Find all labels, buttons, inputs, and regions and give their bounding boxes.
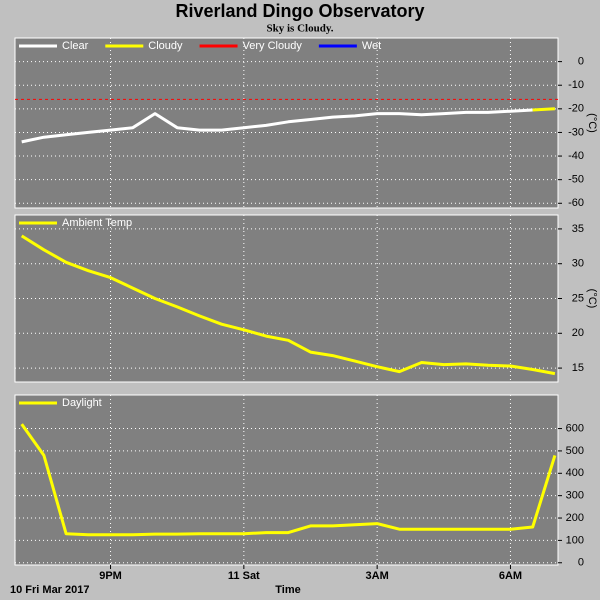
chart-subtitle: Sky is Cloudy.	[267, 23, 334, 35]
plot-area	[14, 394, 559, 566]
x-tick-label: 11 Sat	[228, 570, 260, 582]
legend-label: Ambient Temp	[62, 217, 132, 229]
series-line	[21, 108, 533, 144]
series-line	[532, 107, 555, 112]
y-axis-label: (°C)	[586, 289, 598, 309]
chart-title: Riverland Dingo Observatory	[175, 1, 424, 21]
y-tick-label: 0	[578, 56, 584, 68]
y-tick-label: 600	[566, 422, 584, 434]
y-tick-label: 0	[578, 557, 584, 569]
y-tick-label: 35	[572, 223, 584, 235]
y-tick-label: -20	[568, 103, 584, 115]
x-tick-label: 9PM	[99, 570, 122, 582]
y-tick-label: -60	[568, 197, 584, 209]
y-tick-label: 20	[572, 327, 584, 339]
y-tick-label: 300	[566, 490, 584, 502]
legend-label: Clear	[62, 40, 89, 52]
y-axis-label: (°C)	[586, 113, 598, 133]
y-tick-label: 30	[572, 258, 584, 270]
x-tick-label: 3AM	[366, 570, 389, 582]
plot-area	[14, 214, 559, 383]
y-tick-label: 100	[566, 534, 584, 546]
y-tick-label: -10	[568, 79, 584, 91]
x-tick-label: 6AM	[499, 570, 522, 582]
y-tick-label: 15	[572, 362, 584, 374]
y-tick-label: -50	[568, 174, 584, 186]
legend-label: Cloudy	[148, 40, 183, 52]
legend-label: Very Cloudy	[243, 40, 303, 52]
y-tick-label: 200	[566, 512, 584, 524]
y-tick-label: 25	[572, 292, 584, 304]
start-label: 10 Fri Mar 2017	[10, 584, 90, 596]
y-tick-label: 400	[566, 467, 584, 479]
y-tick-label: -40	[568, 150, 584, 162]
y-tick-label: -30	[568, 126, 584, 138]
y-tick-label: 500	[566, 445, 584, 457]
legend-label: Wet	[362, 40, 381, 52]
series-line	[20, 234, 556, 376]
x-axis-label: Time	[275, 584, 300, 596]
series-line	[20, 423, 557, 537]
legend-label: Daylight	[62, 397, 102, 409]
